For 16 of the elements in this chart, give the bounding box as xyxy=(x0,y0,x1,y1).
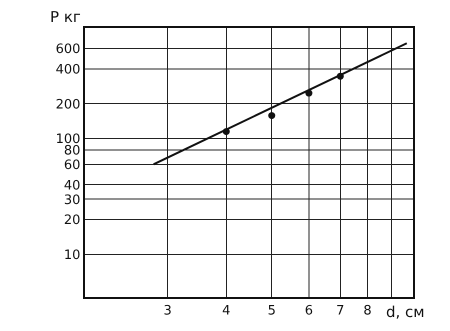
y-axis-title: P кг xyxy=(50,8,81,26)
y-tick-label: 200 xyxy=(56,97,80,112)
x-tick-label: 6 xyxy=(304,304,314,319)
y-tick-label: 600 xyxy=(56,42,80,57)
y-tick-label: 60 xyxy=(64,158,80,173)
y-tick-label: 30 xyxy=(64,192,80,208)
y-tick-label: 40 xyxy=(64,178,80,194)
x-tick-label: 4 xyxy=(222,304,230,319)
y-tick-label: 400 xyxy=(56,62,80,78)
x-tick-label: 7 xyxy=(336,304,344,319)
y-tick-label: 20 xyxy=(64,213,80,228)
x-axis-title: d, см xyxy=(386,303,425,321)
x-tick-label: 8 xyxy=(363,304,372,319)
x-tick-label: 3 xyxy=(163,304,172,319)
x-tick-label: 5 xyxy=(268,304,276,319)
y-tick-label: 10 xyxy=(64,248,80,264)
